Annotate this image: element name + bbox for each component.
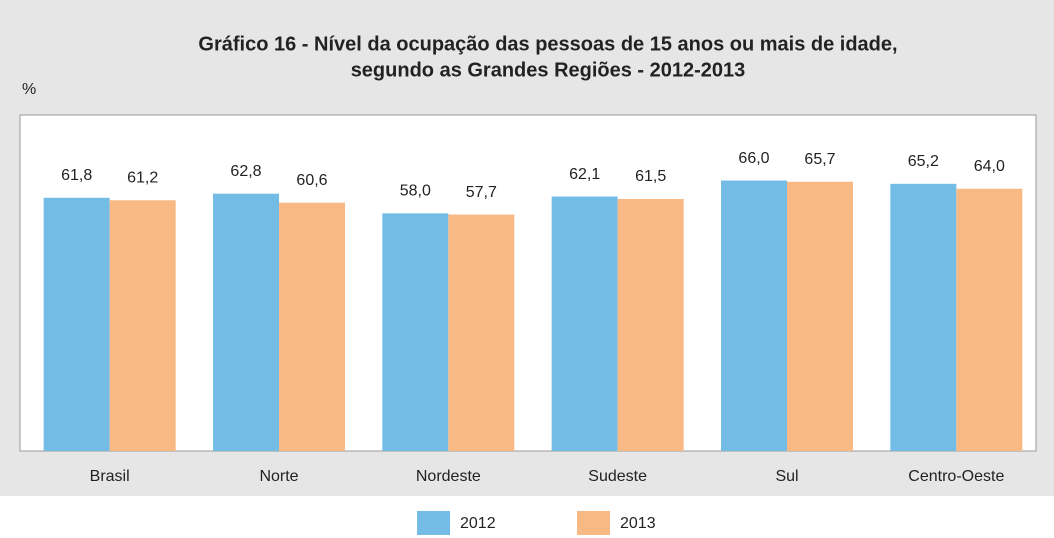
chart-title: Gráfico 16 - Nível da ocupação das pesso… — [198, 33, 897, 55]
data-label: 62,1 — [569, 166, 600, 183]
bar — [382, 213, 449, 451]
data-label: 65,7 — [804, 151, 835, 168]
data-label: 60,6 — [296, 172, 327, 189]
x-tick-label: Brasil — [90, 468, 130, 485]
x-tick-label: Centro-Oeste — [908, 468, 1004, 485]
bar — [721, 180, 787, 451]
data-label: 57,7 — [466, 184, 497, 201]
bar — [956, 188, 1023, 451]
data-label: 65,2 — [908, 153, 939, 170]
legend-label: 2012 — [460, 515, 496, 532]
bar — [43, 197, 110, 451]
plot-area — [19, 114, 1037, 452]
data-label: 66,0 — [738, 150, 769, 167]
bar — [213, 193, 279, 452]
bar — [617, 199, 684, 451]
x-tick-label: Sul — [775, 468, 798, 485]
chart-title: segundo as Grandes Regiões - 2012-2013 — [351, 59, 746, 81]
data-label: 64,0 — [974, 158, 1005, 175]
y-axis-label: % — [22, 81, 36, 98]
bar — [279, 202, 345, 451]
bar — [890, 183, 957, 451]
x-tick-label: Nordeste — [416, 468, 481, 485]
legend-swatch — [417, 511, 450, 535]
x-tick-label: Sudeste — [588, 468, 647, 485]
x-tick-label: Norte — [259, 468, 298, 485]
legend-swatch — [577, 511, 610, 535]
legend-label: 2013 — [620, 515, 656, 532]
data-label: 58,0 — [400, 183, 431, 200]
bar — [109, 200, 176, 451]
bar — [787, 181, 853, 452]
data-label: 61,2 — [127, 169, 158, 186]
data-label: 62,8 — [230, 163, 261, 180]
data-label: 61,5 — [635, 168, 666, 185]
data-label: 61,8 — [61, 167, 92, 184]
bar — [448, 214, 515, 451]
bar — [551, 196, 618, 451]
